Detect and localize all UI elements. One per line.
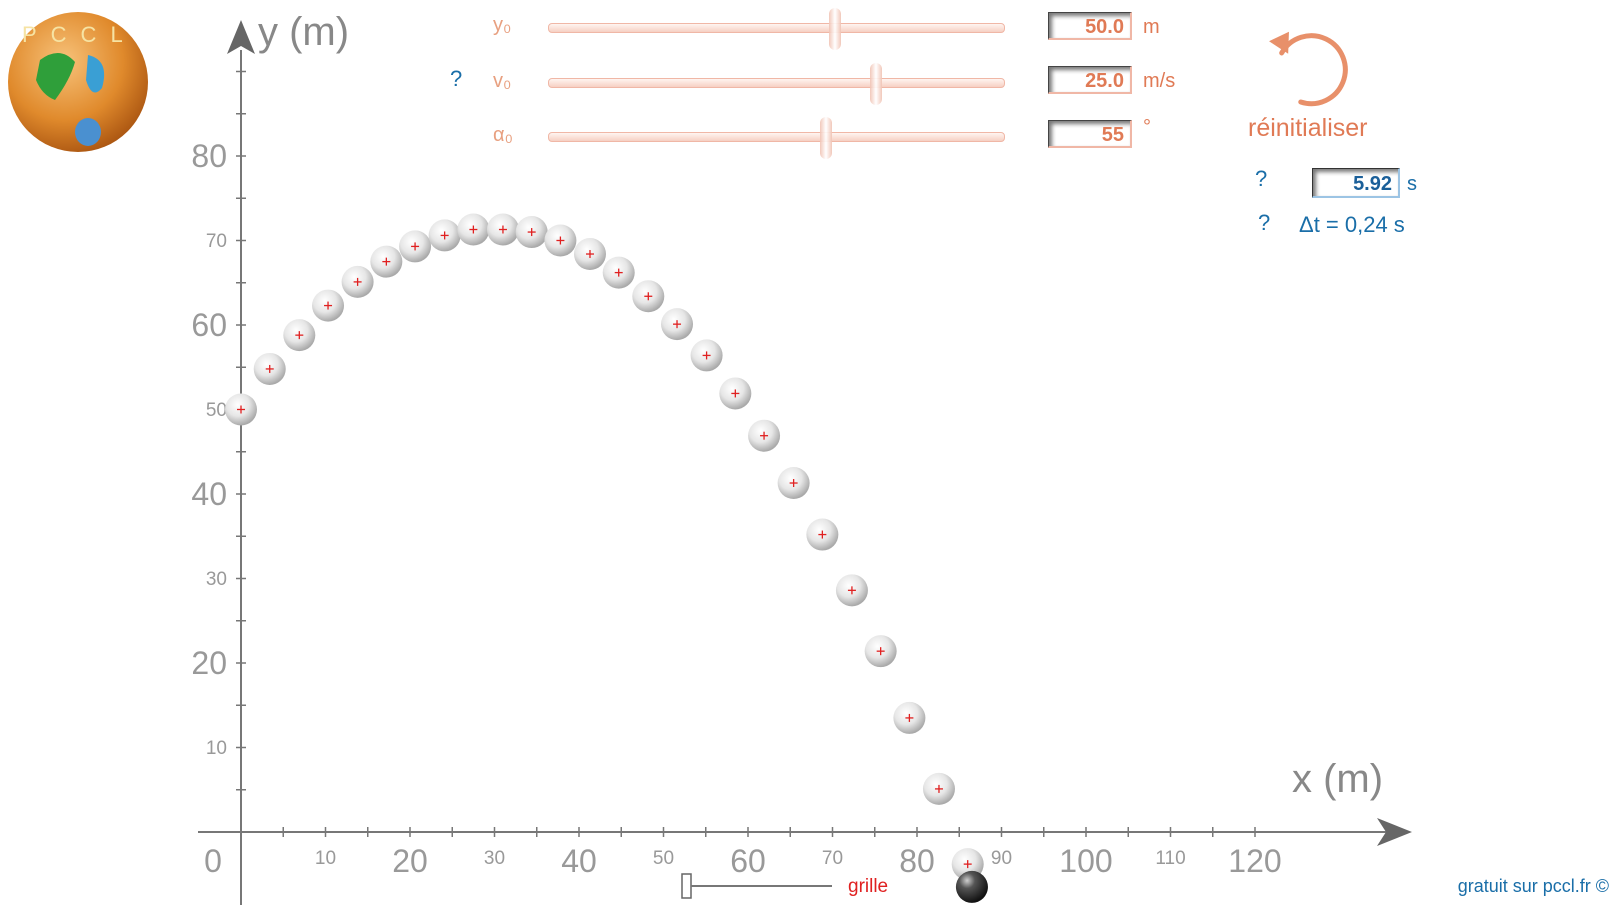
y0-label: y₀	[493, 14, 512, 36]
x-tick-label: 110	[1155, 848, 1185, 869]
trajectory-point	[544, 224, 577, 257]
y-tick-label: 60	[191, 307, 227, 343]
trajectory-point	[312, 289, 345, 322]
x-tick-label: 30	[484, 848, 505, 869]
trajectory-point	[399, 230, 432, 263]
alpha0-slider-thumb[interactable]	[819, 117, 832, 159]
y0-slider-track[interactable]	[548, 23, 1005, 33]
v0-unit: m/s	[1143, 70, 1176, 92]
y-tick-label: 80	[191, 138, 227, 174]
y-tick-label: 50	[206, 400, 227, 421]
y0-unit: m	[1143, 16, 1160, 38]
x-tick-label: 70	[822, 848, 843, 869]
time-help-icon[interactable]: ?	[1255, 166, 1268, 191]
trajectory-point	[225, 393, 257, 426]
trajectory-point	[573, 238, 606, 271]
y-tick-label: 20	[191, 645, 227, 681]
footer-credit[interactable]: gratuit sur pccl.fr ©	[1457, 876, 1609, 896]
trajectory-point	[486, 213, 519, 246]
v0-label: v₀	[493, 70, 512, 92]
projectile-ball	[955, 870, 988, 903]
trajectory-point	[341, 265, 374, 298]
grid-toggle[interactable]	[681, 873, 832, 899]
x-tick-label: 50	[653, 848, 674, 869]
dt-label: Δt = 0,24 s	[1299, 212, 1405, 237]
trajectory-point	[835, 574, 868, 607]
trajectory-point	[283, 319, 316, 352]
x-axis-arrow	[1377, 818, 1412, 846]
x-tick-label: 120	[1228, 843, 1281, 879]
logo-letters: PCCL	[22, 22, 137, 47]
trajectory-point	[777, 467, 810, 500]
alpha0-unit: °	[1143, 116, 1151, 138]
y-axis-arrow	[227, 20, 255, 54]
trajectory-point	[893, 701, 926, 734]
alpha0-label: α₀	[493, 124, 513, 146]
grid-toggle-label[interactable]: grille	[848, 876, 889, 897]
trajectory-point	[806, 518, 839, 551]
x-tick-label: 20	[392, 843, 428, 879]
axis-ticks: 0 10 20 30 40 50 60 70 80 90 100 110 120 10 20 30 40 50 60…	[191, 70, 1282, 879]
x-tick-label: 100	[1059, 843, 1112, 879]
x-tick-label: 0	[204, 843, 222, 879]
dt-help-icon[interactable]: ?	[1258, 210, 1271, 235]
trajectory-points	[225, 213, 988, 903]
axes	[198, 20, 1412, 905]
x-axis-label: x (m)	[1292, 757, 1383, 801]
x-tick-label: 60	[730, 843, 766, 879]
trajectory-point	[864, 635, 897, 668]
alpha0-value-field[interactable]: 55	[1048, 120, 1132, 148]
y-tick-label: 10	[206, 738, 227, 759]
y0-value-field[interactable]: 50.0	[1048, 12, 1132, 40]
logo-ocean	[86, 55, 105, 93]
v0-slider-track[interactable]	[548, 78, 1005, 88]
trajectory-point	[602, 256, 635, 289]
trajectory-point	[632, 280, 665, 313]
trajectory-point	[457, 213, 490, 246]
trajectory-point	[748, 419, 781, 452]
trajectory-point	[661, 308, 694, 341]
reset-button-label[interactable]: réinitialiser	[1248, 114, 1368, 142]
y-axis-label: y (m)	[258, 10, 349, 54]
v0-slider-thumb[interactable]	[869, 63, 882, 105]
y0-slider-thumb[interactable]	[828, 8, 841, 50]
time-unit: s	[1407, 173, 1417, 195]
x-tick-label: 40	[561, 843, 597, 879]
x-tick-label: 90	[991, 848, 1012, 869]
v0-help-icon[interactable]: ?	[450, 66, 463, 91]
x-tick-label: 80	[899, 843, 935, 879]
x-tick-label: 10	[315, 848, 336, 869]
trajectory-point	[515, 216, 548, 249]
v0-value-field[interactable]: 25.0	[1048, 66, 1132, 94]
pccl-logo[interactable]: PCCL	[8, 12, 148, 152]
time-value-field[interactable]: 5.92	[1312, 168, 1400, 198]
y-tick-label: 40	[191, 476, 227, 512]
y-tick-label: 30	[206, 569, 227, 590]
grid-checkbox[interactable]	[681, 873, 692, 899]
trajectory-point	[690, 339, 723, 372]
alpha0-slider-track[interactable]	[548, 132, 1005, 142]
logo-continent	[36, 52, 75, 100]
logo-dot	[75, 118, 101, 146]
logo-globe	[8, 12, 148, 152]
trajectory-point	[370, 245, 403, 278]
trajectory-point	[922, 772, 955, 805]
trajectory-point	[428, 219, 461, 252]
reset-icon[interactable]	[1269, 23, 1358, 112]
trajectory-point	[719, 377, 752, 410]
y-tick-label: 70	[206, 231, 227, 252]
trajectory-point	[253, 352, 286, 385]
